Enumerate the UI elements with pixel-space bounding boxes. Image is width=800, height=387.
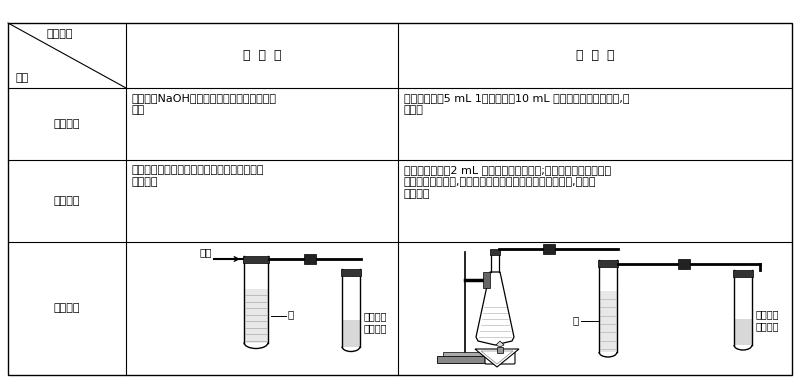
- Text: 产物检验: 产物检验: [54, 196, 80, 206]
- Bar: [483, 272, 490, 288]
- Bar: [734, 319, 751, 345]
- Bar: [678, 259, 690, 269]
- Bar: [304, 254, 316, 264]
- FancyBboxPatch shape: [485, 350, 515, 364]
- Bar: [598, 260, 618, 267]
- Text: 用高锰酸销酸性溶液是否褂色检判断有无乙烯: 用高锰酸销酸性溶液是否褂色检判断有无乙烯: [132, 165, 265, 175]
- Polygon shape: [496, 341, 504, 347]
- Text: 匀加热: 匀加热: [404, 105, 424, 115]
- Polygon shape: [476, 272, 514, 345]
- Text: 消去实验: 消去实验: [54, 119, 80, 129]
- Text: 酸銀溶液: 酸銀溶液: [404, 189, 430, 199]
- Bar: [497, 347, 503, 353]
- Text: 向试管中注入5 mL 1－溢丙烷和10 mL 饱和氮氧化钆乙醇溶液,均: 向试管中注入5 mL 1－溢丙烷和10 mL 饱和氮氧化钆乙醇溶液,均: [404, 93, 630, 103]
- Text: 酸性高锰
酸钾溶液: 酸性高锰 酸钾溶液: [756, 309, 779, 331]
- Text: 气体: 气体: [199, 247, 212, 257]
- Bar: [245, 289, 267, 342]
- Text: 溢乙烷与NaOH乙醇溶液的消去反应中有气体: 溢乙烷与NaOH乙醇溶液的消去反应中有气体: [132, 93, 277, 103]
- Bar: [733, 270, 753, 277]
- Text: 酸性高锰
酸钾溶液: 酸性高锰 酸钾溶液: [364, 312, 387, 333]
- Bar: [342, 320, 359, 346]
- Bar: [490, 249, 500, 255]
- Bar: [341, 269, 361, 276]
- Text: 苏  教  版: 苏 教 版: [576, 49, 614, 62]
- Polygon shape: [475, 349, 519, 367]
- Text: 生成: 生成: [132, 105, 146, 115]
- Bar: [243, 255, 269, 262]
- Text: 人  教  版: 人 教 版: [242, 49, 282, 62]
- Text: 水: 水: [573, 315, 579, 325]
- Text: 小试管中装有剠2 mL 稍酸性高锰酸销溶液;取试管中反应后的少量: 小试管中装有剠2 mL 稍酸性高锰酸销溶液;取试管中反应后的少量: [404, 165, 611, 175]
- Text: 气体产生: 气体产生: [132, 177, 158, 187]
- Text: 水: 水: [288, 310, 294, 320]
- Text: 内容: 内容: [16, 73, 30, 83]
- Bar: [437, 356, 493, 363]
- Bar: [542, 244, 554, 254]
- Text: 教材版本: 教材版本: [46, 29, 73, 39]
- Text: 剩余物于一试管中,再向该试管中加入稍确酸至溶液呈酸性,滴加确: 剩余物于一试管中,再向该试管中加入稍确酸至溶液呈酸性,滴加确: [404, 177, 597, 187]
- Text: 实验装置: 实验装置: [54, 303, 80, 313]
- Bar: [599, 291, 617, 352]
- Bar: [443, 352, 487, 356]
